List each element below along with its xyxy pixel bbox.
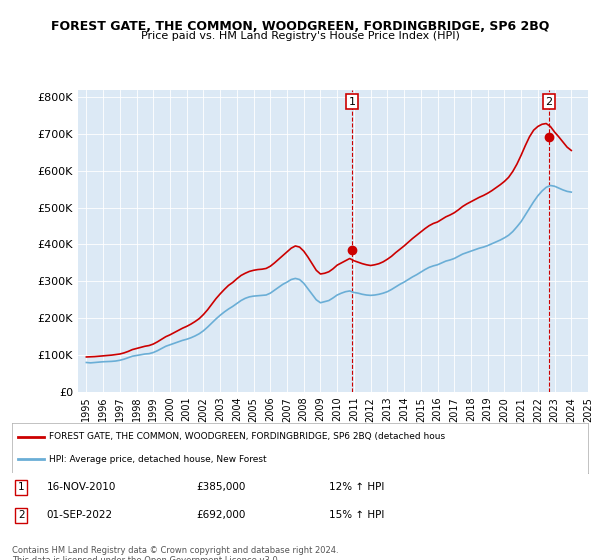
Text: 1: 1	[349, 97, 355, 107]
Text: 16-NOV-2010: 16-NOV-2010	[47, 482, 116, 492]
Text: Price paid vs. HM Land Registry's House Price Index (HPI): Price paid vs. HM Land Registry's House …	[140, 31, 460, 41]
Text: 15% ↑ HPI: 15% ↑ HPI	[329, 510, 384, 520]
Text: FOREST GATE, THE COMMON, WOODGREEN, FORDINGBRIDGE, SP6 2BQ: FOREST GATE, THE COMMON, WOODGREEN, FORD…	[51, 20, 549, 32]
Text: £385,000: £385,000	[196, 482, 245, 492]
Text: HPI: Average price, detached house, New Forest: HPI: Average price, detached house, New …	[49, 455, 267, 464]
Text: 1: 1	[18, 482, 25, 492]
Text: 2: 2	[545, 97, 553, 107]
Text: 2: 2	[18, 510, 25, 520]
Text: 01-SEP-2022: 01-SEP-2022	[47, 510, 113, 520]
Text: FOREST GATE, THE COMMON, WOODGREEN, FORDINGBRIDGE, SP6 2BQ (detached hous: FOREST GATE, THE COMMON, WOODGREEN, FORD…	[49, 432, 446, 441]
Text: Contains HM Land Registry data © Crown copyright and database right 2024.
This d: Contains HM Land Registry data © Crown c…	[12, 546, 338, 560]
Text: £692,000: £692,000	[196, 510, 245, 520]
Text: 12% ↑ HPI: 12% ↑ HPI	[329, 482, 384, 492]
